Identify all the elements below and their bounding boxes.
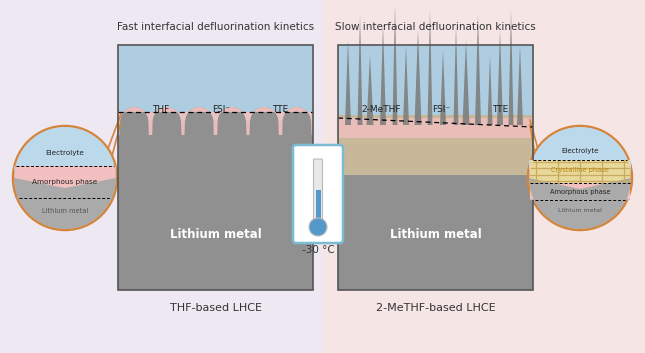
FancyBboxPatch shape [338, 175, 533, 290]
Text: FSI⁻: FSI⁻ [432, 106, 450, 114]
FancyBboxPatch shape [530, 183, 630, 200]
Polygon shape [488, 55, 493, 125]
Circle shape [528, 126, 632, 230]
Text: Lithium metal: Lithium metal [170, 228, 261, 241]
FancyBboxPatch shape [313, 159, 322, 221]
Polygon shape [403, 45, 409, 125]
Polygon shape [508, 10, 513, 125]
FancyBboxPatch shape [322, 0, 645, 353]
Polygon shape [118, 107, 313, 135]
Text: Electrolyte: Electrolyte [46, 150, 84, 156]
FancyBboxPatch shape [338, 120, 533, 290]
Polygon shape [529, 178, 631, 229]
FancyBboxPatch shape [338, 45, 533, 120]
Ellipse shape [152, 107, 181, 137]
Text: TTE: TTE [491, 106, 508, 114]
FancyBboxPatch shape [293, 145, 343, 243]
Polygon shape [453, 25, 459, 125]
FancyBboxPatch shape [530, 160, 630, 183]
FancyBboxPatch shape [0, 0, 322, 353]
Polygon shape [380, 25, 386, 125]
Text: Lithium metal: Lithium metal [42, 208, 88, 214]
Polygon shape [517, 45, 523, 125]
Text: -30 °C: -30 °C [302, 245, 334, 255]
Polygon shape [357, 15, 362, 125]
Polygon shape [393, 5, 397, 125]
Polygon shape [497, 30, 503, 125]
Polygon shape [415, 30, 421, 125]
Ellipse shape [217, 107, 246, 137]
Ellipse shape [250, 107, 279, 137]
FancyBboxPatch shape [315, 190, 321, 220]
Ellipse shape [283, 107, 311, 137]
Polygon shape [345, 40, 351, 125]
Ellipse shape [120, 107, 148, 137]
Polygon shape [366, 55, 373, 125]
Text: Lithium metal: Lithium metal [558, 208, 602, 213]
FancyBboxPatch shape [338, 115, 533, 290]
Text: Electrolyte: Electrolyte [561, 148, 599, 154]
Polygon shape [14, 178, 116, 229]
Text: FSI⁻: FSI⁻ [212, 106, 230, 114]
Polygon shape [440, 50, 446, 125]
Text: THF: THF [152, 106, 170, 114]
Polygon shape [475, 15, 481, 125]
Circle shape [13, 126, 117, 230]
Text: Crystalline phase: Crystalline phase [551, 167, 609, 173]
Polygon shape [462, 40, 470, 125]
Ellipse shape [185, 107, 213, 137]
Text: Slow interfacial defluorination kinetics: Slow interfacial defluorination kinetics [335, 22, 536, 32]
FancyBboxPatch shape [118, 45, 313, 120]
Text: Amorphous phase: Amorphous phase [32, 179, 97, 185]
Circle shape [309, 218, 327, 236]
Text: Fast interfacial defluorination kinetics: Fast interfacial defluorination kinetics [117, 22, 314, 32]
Polygon shape [14, 127, 116, 178]
Text: Lithium metal: Lithium metal [390, 228, 481, 241]
Text: 2-MeTHF: 2-MeTHF [361, 106, 401, 114]
Text: THF-based LHCE: THF-based LHCE [170, 303, 261, 313]
Polygon shape [428, 10, 433, 125]
Polygon shape [529, 127, 631, 178]
FancyBboxPatch shape [338, 118, 533, 138]
Text: Amorphous phase: Amorphous phase [550, 189, 610, 195]
Text: 2-MeTHF-based LHCE: 2-MeTHF-based LHCE [375, 303, 495, 313]
Text: TTE: TTE [272, 106, 288, 114]
FancyBboxPatch shape [118, 120, 313, 290]
